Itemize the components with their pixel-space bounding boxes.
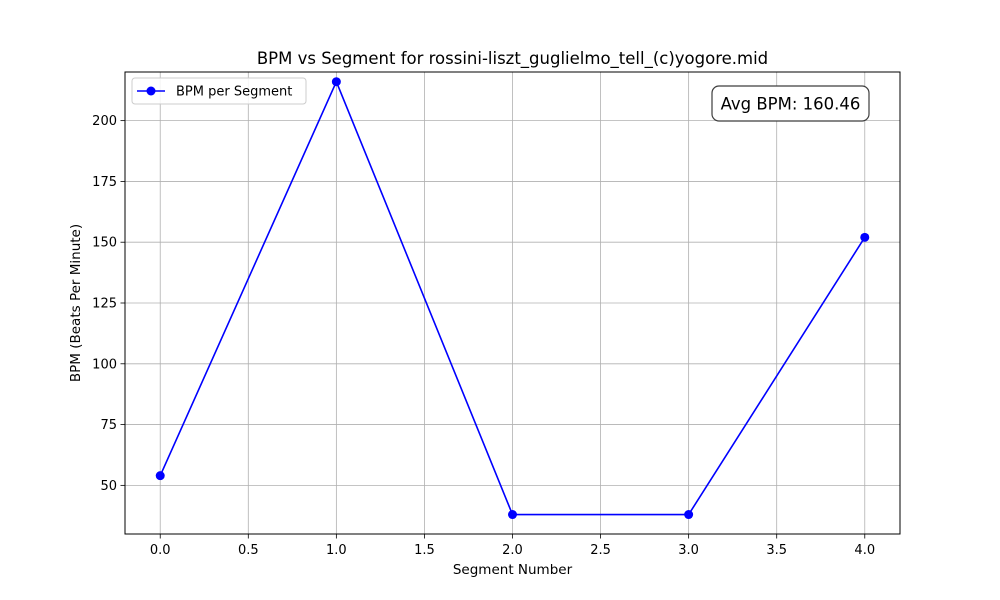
- x-axis-ticks: 0.0 0.5 1.0 1.5 2.0 2.5 3.0 3.5 4.0: [150, 534, 875, 558]
- x-tick-label: 0.5: [238, 543, 259, 558]
- x-tick-label: 0.0: [150, 543, 171, 558]
- y-tick-label: 175: [92, 175, 117, 190]
- data-point-marker: [684, 510, 694, 520]
- x-tick-label: 1.0: [326, 543, 347, 558]
- x-tick-label: 2.5: [590, 543, 611, 558]
- data-point-marker: [155, 471, 165, 481]
- data-point-marker: [860, 232, 870, 242]
- legend: BPM per Segment: [131, 77, 307, 105]
- y-tick-label: 50: [100, 479, 117, 494]
- y-tick-label: 125: [92, 297, 117, 312]
- x-tick-label: 4.0: [854, 543, 875, 558]
- data-point-marker: [508, 510, 517, 520]
- avg-bpm-box: [711, 85, 870, 122]
- chart-title: BPM vs Segment for rossini-liszt_gugliel…: [257, 49, 768, 69]
- x-tick-label: 3.5: [766, 543, 787, 558]
- y-axis-ticks: 50 75 100 125 150 175 200: [92, 114, 125, 494]
- avg-bpm-annotation: Avg BPM: 160.46: [711, 85, 870, 122]
- x-tick-label: 1.5: [414, 543, 435, 558]
- x-tick-label: 3.0: [678, 543, 699, 558]
- legend-entry-label: BPM per Segment: [176, 85, 292, 100]
- grid: [125, 72, 900, 534]
- y-tick-label: 200: [92, 114, 117, 129]
- data-point-marker: [331, 77, 341, 87]
- legend-box: [131, 77, 307, 105]
- x-tick-label: 2.0: [502, 543, 523, 558]
- avg-bpm-text: Avg BPM: 160.46: [721, 95, 861, 114]
- y-tick-label: 100: [92, 357, 117, 372]
- y-axis-label: BPM (Beats Per Minute): [68, 224, 84, 382]
- y-tick-label: 75: [100, 418, 117, 433]
- x-axis-label: Segment Number: [453, 562, 573, 578]
- legend-marker-swatch: [146, 86, 156, 96]
- y-tick-label: 150: [92, 236, 117, 251]
- series-layer: [155, 77, 870, 520]
